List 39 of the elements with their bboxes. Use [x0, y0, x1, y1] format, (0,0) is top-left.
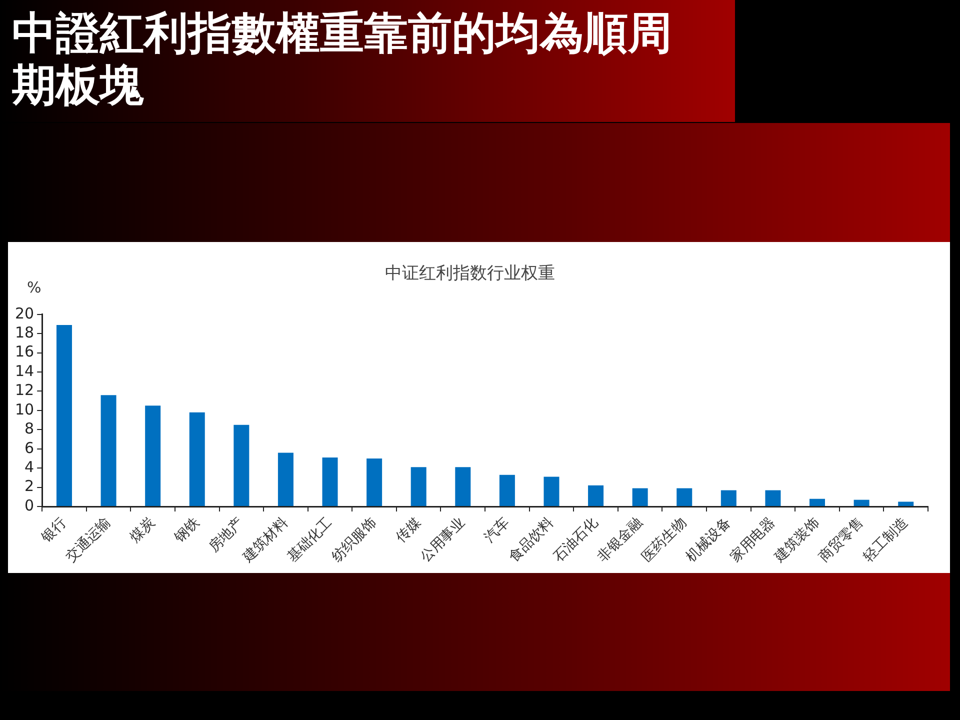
- bar: [544, 476, 560, 506]
- bar: [189, 412, 205, 506]
- y-tick-label: 16: [14, 342, 34, 361]
- bar: [854, 500, 870, 506]
- x-tick-label: 银行: [38, 514, 70, 546]
- bar: [100, 395, 116, 506]
- chart-title: 中證紅利指數權重靠前的均為順周期板塊: [12, 8, 673, 112]
- bar: [234, 424, 250, 506]
- x-tick-label: 汽车: [481, 514, 513, 546]
- bar: [322, 458, 338, 506]
- bar: [278, 452, 294, 506]
- bar: [810, 498, 826, 506]
- bar: [720, 490, 736, 506]
- x-tick-label: 煤炭: [127, 514, 158, 546]
- bar: [898, 502, 914, 506]
- y-tick-label: 6: [24, 438, 34, 457]
- bar: [632, 488, 648, 506]
- y-tick-label: 10: [14, 400, 34, 418]
- bar: [410, 467, 426, 506]
- x-tick-label: 钢铁: [170, 514, 203, 546]
- y-tick-label: 2: [24, 477, 34, 496]
- bar: [765, 490, 781, 506]
- bar: [588, 485, 604, 506]
- y-tick-label: 8: [24, 420, 34, 438]
- y-tick-label: 0: [24, 496, 34, 514]
- bar: [366, 458, 382, 506]
- y-tick-label: 18: [14, 324, 34, 342]
- x-tick-label: 传媒: [392, 514, 424, 546]
- y-tick-label: 20: [14, 304, 34, 322]
- bar: [499, 474, 515, 506]
- y-axis-title: %: [26, 278, 42, 296]
- y-tick-label: 14: [14, 362, 34, 380]
- bar: [455, 467, 471, 506]
- bar: [145, 406, 161, 506]
- y-tick-label: 4: [24, 458, 34, 476]
- y-tick-label: 12: [14, 381, 34, 400]
- bar: [676, 488, 692, 506]
- chart-subtitle: 中证红利指数行业权重: [385, 264, 555, 284]
- bar: [56, 324, 72, 506]
